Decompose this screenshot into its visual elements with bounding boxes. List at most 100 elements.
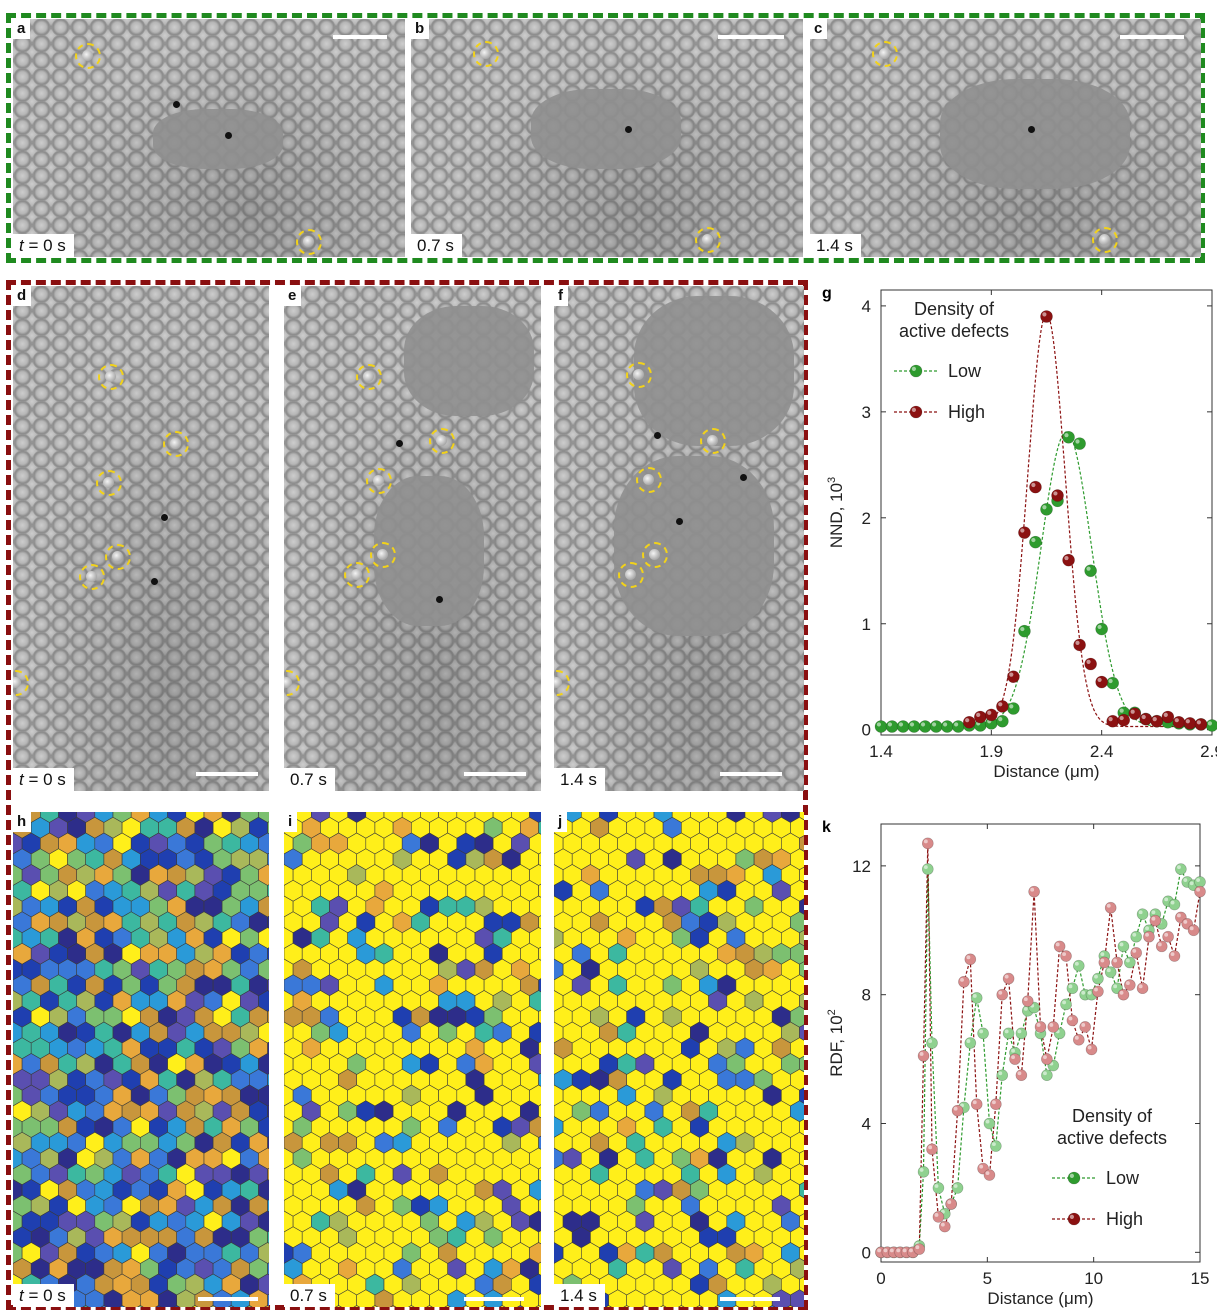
- legend-title: Density of: [1072, 1106, 1153, 1126]
- x-tick-label: 0: [876, 1269, 885, 1288]
- y-axis-label: NND, 103: [826, 477, 846, 548]
- micrograph-panel-e: e 0.7 s: [284, 286, 541, 791]
- scale-bar: [198, 1297, 258, 1301]
- series-line: [881, 843, 1201, 1253]
- voronoi-map: [554, 812, 804, 1307]
- data-point: [1073, 437, 1086, 450]
- rdf-chart: k 0 5 10 15 0 4 8 12 Distance (μm) RDF, 102 Density…: [822, 819, 1210, 1308]
- voronoi-panel-i: i 0.7 s: [284, 812, 541, 1307]
- fit-curve: [881, 312, 1212, 728]
- data-point: [1161, 710, 1175, 724]
- data-point: [874, 720, 888, 733]
- data-point: [964, 953, 977, 966]
- data-point: [1018, 526, 1031, 539]
- voronoi-map: [284, 812, 541, 1307]
- data-point: [1124, 956, 1136, 969]
- data-point: [958, 976, 970, 988]
- time-label: t = 0 s: [13, 1284, 74, 1307]
- x-tick-label: 10: [1084, 1269, 1103, 1288]
- panel-letter: k: [822, 819, 831, 836]
- data-point: [1117, 988, 1130, 1001]
- y-tick-label: 8: [862, 986, 871, 1005]
- voronoi-cell: [335, 1305, 342, 1307]
- panel-letter: g: [822, 285, 832, 302]
- time-label: 0.7 s: [411, 234, 462, 257]
- panel-letter: d: [13, 286, 32, 306]
- data-point: [1051, 489, 1064, 502]
- x-tick-label: 5: [983, 1269, 992, 1288]
- data-point: [1183, 717, 1197, 730]
- active-defect-marker: [695, 227, 721, 253]
- time-label: t = 0 s: [13, 768, 74, 791]
- data-point: [1009, 1053, 1021, 1065]
- voronoi-cell: [696, 1305, 703, 1307]
- voronoi-panel-h: h t = 0 s: [13, 812, 269, 1307]
- voronoi-cell: [444, 1305, 451, 1307]
- legend-title: active defects: [899, 321, 1009, 341]
- scale-bar: [464, 1297, 524, 1301]
- void-defect: [173, 101, 180, 108]
- data-point: [1002, 1027, 1015, 1040]
- active-defect-marker: [370, 542, 396, 568]
- active-defect-marker: [284, 670, 300, 696]
- data-point: [1079, 1021, 1091, 1033]
- active-defect-marker: [75, 43, 101, 69]
- y-tick-label: 0: [862, 1243, 871, 1262]
- legend-title: active defects: [1057, 1128, 1167, 1148]
- data-point: [1028, 885, 1040, 898]
- panel-letter: i: [284, 812, 298, 832]
- data-point: [1104, 966, 1117, 978]
- scale-bar: [333, 35, 387, 39]
- data-point: [1098, 956, 1111, 969]
- data-point: [1066, 1014, 1079, 1027]
- data-point: [1007, 670, 1020, 684]
- data-point: [1072, 1033, 1085, 1046]
- data-point: [1084, 564, 1097, 578]
- data-point: [990, 1098, 1002, 1110]
- data-point: [918, 720, 932, 733]
- y-axis-label: RDF, 102: [826, 1009, 846, 1077]
- legend-label: Low: [1106, 1168, 1140, 1188]
- voronoi-cell: [641, 1305, 649, 1307]
- voronoi-cell: [118, 1305, 126, 1307]
- scale-bar: [196, 772, 258, 776]
- data-point: [1150, 714, 1164, 728]
- data-point: [996, 714, 1009, 728]
- data-point: [974, 710, 987, 724]
- legend-title: Density of: [914, 299, 995, 319]
- data-point: [1106, 714, 1120, 728]
- data-point: [1168, 950, 1181, 962]
- data-point: [1040, 503, 1053, 516]
- data-point: [990, 1140, 1002, 1152]
- legend-marker: [1067, 1171, 1081, 1185]
- data-point: [962, 715, 976, 729]
- data-point: [1029, 535, 1042, 549]
- time-label: 1.4 s: [554, 768, 605, 791]
- time-label: 0.7 s: [284, 768, 335, 791]
- void-defect: [225, 132, 232, 139]
- voronoi-cell: [408, 1305, 415, 1307]
- data-point: [1117, 713, 1131, 727]
- data-point: [1095, 622, 1108, 636]
- data-point: [1002, 972, 1015, 985]
- data-point: [917, 1166, 930, 1178]
- active-defect-marker: [356, 364, 382, 390]
- voronoi-cell: [535, 1305, 541, 1307]
- active-defect-marker: [554, 670, 570, 696]
- void-defect: [151, 578, 158, 585]
- voronoi-cell: [209, 1305, 217, 1307]
- voronoi-cell: [732, 1305, 740, 1307]
- y-tick-label: 2: [862, 509, 871, 528]
- data-point: [1111, 956, 1123, 969]
- legend-marker: [1067, 1212, 1081, 1226]
- legend-label: Low: [948, 361, 982, 381]
- x-tick-label: 15: [1191, 1269, 1210, 1288]
- voronoi-cell: [228, 1305, 235, 1307]
- voronoi-map: [13, 812, 269, 1307]
- data-point: [1205, 719, 1217, 732]
- voronoi-cell: [155, 1305, 162, 1307]
- void-defect: [654, 432, 661, 439]
- scale-bar: [1120, 35, 1184, 39]
- void-defect: [740, 474, 747, 481]
- micrograph-panel-d: d t = 0 s: [13, 286, 269, 791]
